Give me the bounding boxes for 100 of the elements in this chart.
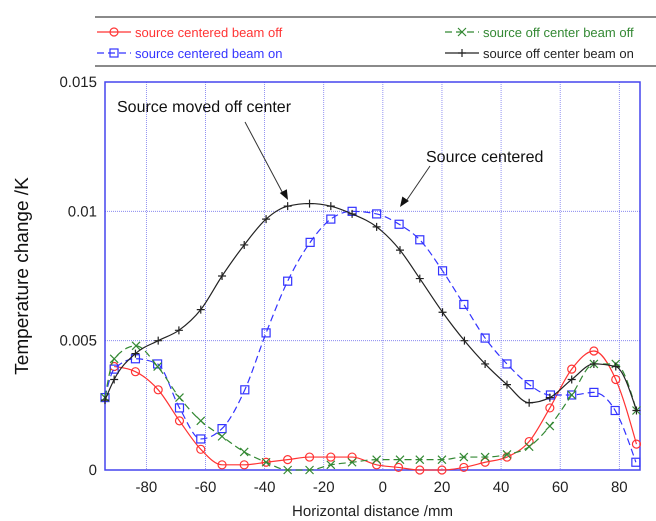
point	[326, 452, 336, 462]
point	[261, 328, 271, 338]
point	[415, 455, 424, 464]
point	[130, 349, 140, 358]
point	[130, 354, 140, 364]
point	[372, 222, 382, 232]
legend-label: source off center beam on	[483, 46, 634, 61]
point	[154, 385, 163, 394]
y-tick-label: 0	[88, 462, 97, 479]
point	[545, 403, 554, 413]
point	[459, 462, 468, 472]
point	[283, 465, 292, 475]
y-tick-label: 0.015	[59, 74, 97, 91]
point	[348, 206, 357, 216]
point	[480, 333, 490, 343]
annotation: Source moved off center	[117, 99, 292, 116]
point	[174, 326, 184, 335]
point	[610, 406, 620, 416]
point	[174, 392, 184, 402]
x-tick-label: 80	[610, 479, 628, 496]
point	[545, 392, 554, 402]
point	[217, 271, 227, 281]
x-tick-label: 0	[378, 479, 388, 496]
point	[304, 452, 314, 462]
point	[395, 246, 405, 255]
point	[153, 362, 162, 372]
point	[306, 238, 315, 247]
point	[524, 442, 534, 452]
point	[372, 209, 382, 219]
point	[304, 198, 314, 208]
point	[283, 276, 292, 286]
point	[110, 364, 119, 374]
point	[240, 385, 250, 394]
x-tick-label: 60	[552, 479, 569, 496]
point	[174, 403, 184, 413]
point	[348, 209, 357, 219]
x-tick-label: 40	[492, 479, 510, 496]
point	[110, 354, 119, 364]
point	[348, 452, 357, 462]
point	[459, 300, 468, 310]
point	[480, 359, 490, 369]
point	[437, 455, 447, 464]
point	[130, 367, 140, 376]
point	[348, 458, 357, 467]
point	[415, 235, 424, 244]
legend-label: source off center beam off	[483, 25, 634, 40]
point	[283, 455, 292, 464]
point	[394, 462, 404, 472]
point	[240, 460, 249, 470]
point	[196, 416, 206, 426]
x-axis-title: Horizontal distance /mm	[292, 503, 453, 520]
point	[546, 390, 556, 400]
point	[110, 374, 119, 384]
point	[372, 460, 382, 470]
y-tick-label: 0.005	[59, 332, 97, 350]
point	[611, 374, 620, 384]
point	[196, 305, 206, 314]
point	[480, 458, 490, 467]
point	[502, 380, 512, 390]
point	[304, 465, 314, 475]
point	[589, 346, 598, 356]
x-tick-label: 20	[434, 479, 450, 496]
point	[631, 458, 640, 467]
point	[153, 359, 162, 369]
point	[589, 388, 598, 397]
point	[326, 202, 336, 211]
point	[131, 341, 141, 350]
point	[524, 398, 534, 408]
x-tick-label: -20	[312, 479, 335, 496]
point	[240, 447, 249, 456]
point	[326, 460, 336, 470]
point	[196, 444, 206, 454]
point	[438, 308, 448, 317]
point	[502, 450, 512, 460]
point	[611, 359, 620, 369]
point	[217, 432, 227, 441]
point	[154, 336, 163, 346]
point	[240, 240, 249, 250]
point	[217, 424, 227, 434]
legend-label: source centered beam on	[135, 46, 282, 61]
point	[395, 455, 405, 464]
legend-label: source centered beam off	[135, 25, 283, 40]
point	[460, 336, 470, 346]
point	[261, 214, 271, 224]
y-axis-title: Temperature change /K	[12, 176, 33, 375]
x-tick-label: -80	[136, 479, 158, 496]
point	[524, 380, 534, 390]
point	[567, 364, 576, 374]
point	[110, 362, 119, 372]
annotation: Source centered	[426, 149, 544, 166]
point	[100, 396, 110, 405]
point	[217, 460, 227, 470]
point	[611, 362, 620, 372]
x-tick-label: -60	[194, 479, 216, 496]
point	[567, 374, 576, 384]
y-tick-label: 0.01	[68, 203, 97, 220]
point	[283, 202, 292, 211]
point	[372, 455, 382, 464]
point	[196, 434, 206, 444]
point	[480, 452, 490, 462]
